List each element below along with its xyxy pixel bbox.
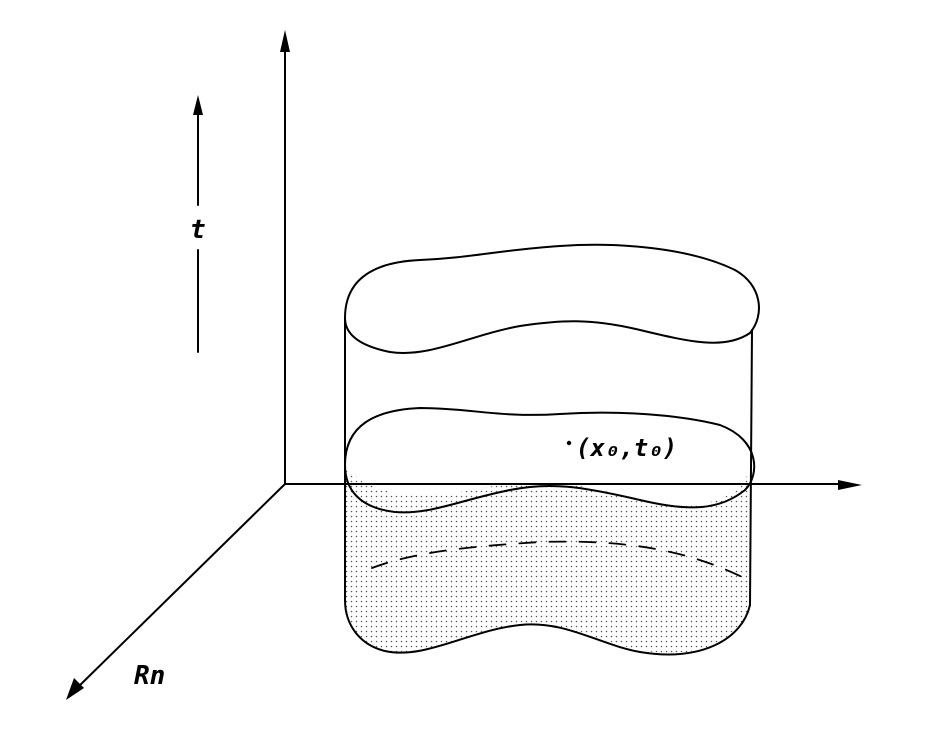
cylinder-bottom-front [344, 599, 751, 656]
cylinder-top-cap [344, 243, 760, 354]
rn-axis-label: Rn [134, 661, 165, 691]
point-label: (x₀,t₀) [576, 434, 677, 462]
t-axis-label: t [190, 215, 206, 245]
shaded-lower-region [345, 468, 750, 653]
cylinder-right-wall [749, 329, 753, 606]
t-arrow-arrowhead [193, 95, 203, 115]
depth-axis [74, 483, 286, 691]
horizontal-axis-arrowhead [838, 480, 862, 490]
depth-axis-arrowhead [66, 678, 84, 700]
vertical-axis-arrowhead [280, 30, 290, 52]
point-marker [566, 440, 572, 446]
shaded-cross-section [344, 407, 756, 514]
